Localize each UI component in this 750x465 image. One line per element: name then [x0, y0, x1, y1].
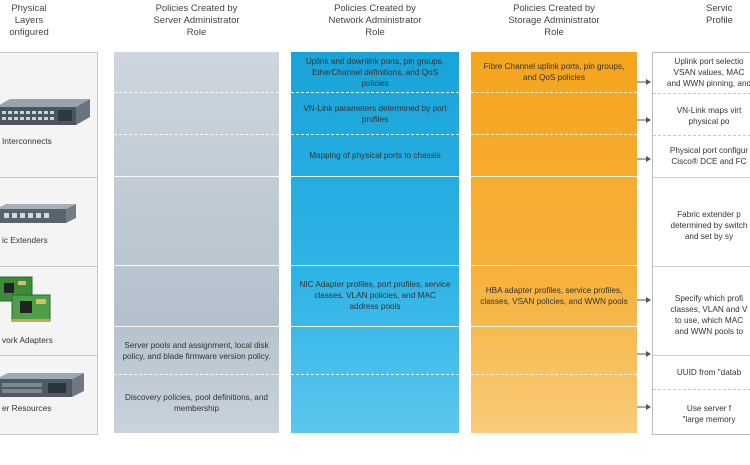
storage-admin-column: Fibre Channel uplink ports, pin groups, … [471, 52, 637, 433]
service-fabric-extender: Fabric extender p determined by switch a… [670, 210, 748, 241]
service-vn-link: VN-Link maps virt physical po [676, 106, 742, 126]
physical-layers-column: Interconnects ic Extenders vork Adapters… [0, 52, 98, 435]
header-storage-admin: Policies Created by Storage Administrato… [508, 3, 600, 38]
service-uplink-selection: Uplink port selectio VSAN values, MAC an… [666, 57, 750, 88]
service-profiles-vlan: Specify which profi classes, VLAN and V … [670, 294, 748, 336]
network-adapter-image [0, 276, 51, 322]
fibre-channel-policy: Fibre Channel uplink ports, pin groups, … [483, 62, 625, 82]
header-network-admin: Policies Created by Network Administrato… [328, 3, 422, 38]
header-service-profile: Servic Profile [706, 3, 733, 26]
header-server-admin: Policies Created by Server Administrator… [153, 3, 240, 38]
layer-label-server-resources: er Resources [2, 403, 52, 413]
service-large-memory: Use server f "large memory [682, 404, 736, 424]
network-admin-column: Uplink and downlink ports, pin groups, E… [291, 52, 459, 433]
layer-label-network-adapters: vork Adapters [2, 335, 53, 345]
service-uuid: UUID from "datab [676, 368, 742, 377]
vn-link-policy: VN-Link parameters determined by port pr… [303, 103, 447, 124]
fabric-interconnect-image [0, 99, 90, 125]
nic-adapter-policy: NIC Adapter profiles, port profiles, ser… [299, 280, 451, 311]
arrow-icon [637, 117, 651, 123]
layer-label-fabric-extenders: ic Extenders [2, 235, 48, 245]
server-admin-column: Server pools and assignment, local disk … [114, 52, 279, 433]
arrow-icon [637, 79, 651, 85]
port-mapping-policy: Mapping of physical ports to chassis [309, 151, 441, 160]
service-profile-column: Uplink port selectio VSAN values, MAC an… [652, 52, 750, 435]
hba-adapter-policy: HBA adapter profiles, service profiles, … [480, 285, 628, 306]
arrow-icon [637, 404, 651, 410]
arrow-icon [637, 297, 651, 303]
service-physical-port: Physical port configur Cisco® DCE and FC [669, 146, 749, 166]
server-pools-policy: Server pools and assignment, local disk … [122, 341, 271, 361]
header-physical-layers: Physical Layers onfigured [9, 3, 49, 38]
arrow-icon [637, 351, 651, 357]
fabric-extender-image [0, 204, 76, 223]
layer-label-interconnects: Interconnects [2, 136, 52, 146]
discovery-policy: Discovery policies, pool definitions, an… [125, 393, 268, 413]
arrow-icon [637, 156, 651, 162]
uplink-downlink-policy: Uplink and downlink ports, pin groups, E… [305, 56, 445, 88]
server-blade-image [0, 373, 84, 397]
